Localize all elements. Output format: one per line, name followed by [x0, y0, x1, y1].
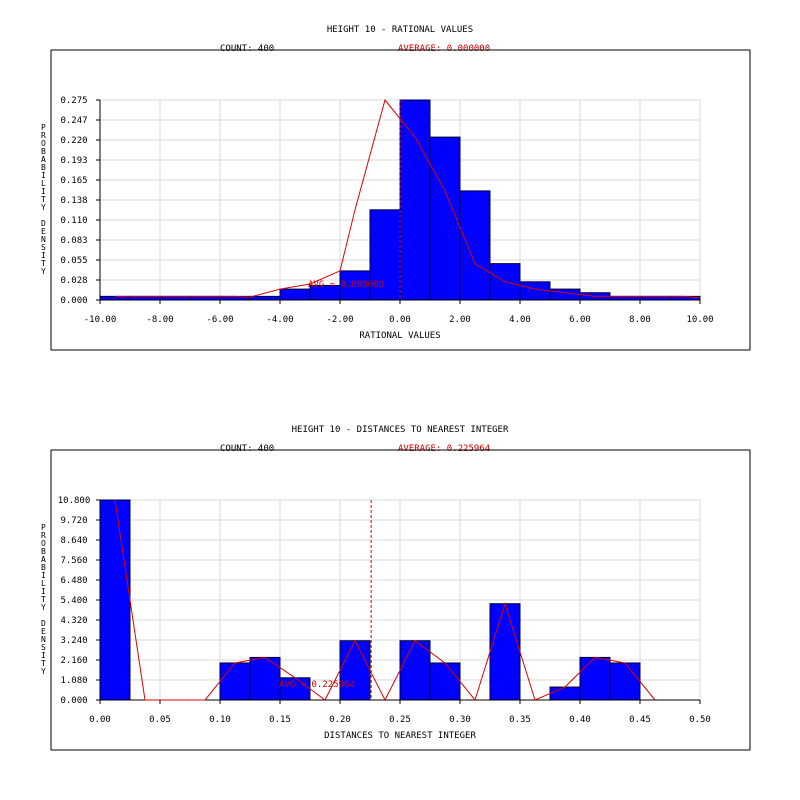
chart-title: HEIGHT 10 - RATIONAL VALUES — [327, 25, 473, 35]
y-tick-label: 7.560 — [60, 556, 87, 566]
histogram-bar — [639, 295, 671, 301]
density-curve-line — [114, 499, 656, 702]
chart-rational-values: HEIGHT 10 - RATIONAL VALUES COUNT: 400 A… — [41, 25, 751, 351]
y-tick-label: 0.193 — [60, 156, 87, 166]
histogram-bar — [249, 295, 281, 301]
y-tick-label: 10.800 — [58, 496, 91, 506]
x-axis-label: RATIONAL VALUES — [359, 331, 440, 341]
avg-annotation: AVG = 0.225964 — [279, 680, 355, 690]
average-label: AVERAGE: 0.225964 — [398, 444, 490, 454]
y-tick-label: 8.640 — [60, 536, 87, 546]
density-curve — [114, 499, 656, 702]
y-tick-label: 5.400 — [60, 596, 87, 606]
y-tick-label: 0.000 — [60, 296, 87, 306]
x-tick-label: 0.35 — [509, 715, 531, 725]
x-tick-label: 8.00 — [629, 315, 651, 325]
count-label: COUNT: 400 — [220, 44, 274, 54]
x-tick-label: 0.30 — [449, 715, 471, 725]
y-tick-label: 0.247 — [60, 116, 87, 126]
average-label: AVERAGE: 0.000000 — [398, 44, 490, 54]
x-tick-label: 6.00 — [569, 315, 591, 325]
y-tick-label: 6.480 — [60, 576, 87, 586]
histogram-bar — [609, 295, 641, 301]
x-tick-labels: 0.00 0.05 0.10 0.15 0.20 0.25 0.30 0.35 0.40 0.45… — [89, 700, 711, 725]
y-tick-label: 4.320 — [60, 616, 87, 626]
x-tick-label: 2.00 — [449, 315, 471, 325]
histogram-bar — [219, 662, 251, 701]
x-tick-label: -6.00 — [206, 315, 233, 325]
y-tick-labels: 0.000 1.080 2.160 3.240 4.320 5.400 6.480 7.560… — [58, 496, 100, 706]
histogram-bar — [399, 99, 431, 301]
x-tick-label: 0.05 — [149, 715, 171, 725]
x-tick-labels: -10.00 -8.00 -6.00 -4.00 -2.00 0.00 2.00 4.00 6.… — [84, 300, 714, 325]
histogram-bar — [549, 686, 581, 701]
chart-distances-nearest-integer: HEIGHT 10 - DISTANCES TO NEAREST INTEGER… — [41, 425, 751, 751]
y-tick-label: 0.110 — [60, 216, 87, 226]
x-tick-label: 0.45 — [629, 715, 651, 725]
x-tick-label: -10.00 — [84, 315, 117, 325]
histogram-bar — [399, 640, 431, 701]
y-tick-label: 0.055 — [60, 256, 87, 266]
count-label: COUNT: 400 — [220, 444, 274, 454]
chart-frame — [50, 449, 751, 751]
y-tick-label: 0.083 — [60, 236, 87, 246]
y-tick-label: 0.165 — [60, 176, 87, 186]
histogram-bar — [99, 499, 131, 701]
histogram-bar — [489, 603, 521, 701]
x-tick-label: 10.00 — [686, 315, 713, 325]
x-tick-label: 0.00 — [89, 715, 111, 725]
x-tick-label: 0.25 — [389, 715, 411, 725]
y-tick-label: 0.220 — [60, 136, 87, 146]
x-tick-label: -4.00 — [266, 315, 293, 325]
x-tick-label: 4.00 — [509, 315, 531, 325]
y-tick-label: 9.720 — [60, 516, 87, 526]
chart-title: HEIGHT 10 - DISTANCES TO NEAREST INTEGER — [292, 425, 509, 435]
y-tick-label: 0.275 — [60, 96, 87, 106]
histogram-bar — [129, 295, 161, 301]
histogram-bar — [519, 281, 551, 301]
histogram-bar — [339, 640, 371, 701]
y-tick-label: 0.000 — [60, 696, 87, 706]
density-curve — [115, 98, 701, 299]
x-axis-label: DISTANCES TO NEAREST INTEGER — [324, 731, 476, 741]
histogram-bar — [279, 288, 311, 301]
x-tick-label: 0.40 — [569, 715, 591, 725]
histogram-bar — [429, 662, 461, 701]
avg-annotation: AVG = 0.000000 — [308, 280, 384, 290]
x-tick-label: 0.15 — [269, 715, 291, 725]
x-tick-label: 0.20 — [329, 715, 351, 725]
x-tick-label: -2.00 — [326, 315, 353, 325]
histogram-bar — [549, 288, 581, 301]
histogram-bar — [99, 295, 131, 301]
x-tick-label: 0.00 — [389, 315, 411, 325]
histogram-bars — [99, 99, 701, 301]
histogram-bar — [579, 656, 611, 701]
histogram-bar — [459, 190, 491, 301]
histogram-bar — [429, 136, 461, 301]
histogram-bar — [249, 656, 281, 701]
x-tick-label: 0.10 — [209, 715, 231, 725]
histogram-bar — [339, 270, 371, 301]
histogram-bar — [609, 662, 641, 701]
histogram-bar — [189, 295, 221, 301]
chart-frame — [50, 49, 751, 351]
x-tick-label: -8.00 — [146, 315, 173, 325]
y-tick-label: 3.240 — [60, 636, 87, 646]
y-tick-label: 2.160 — [60, 656, 87, 666]
y-tick-label: 0.028 — [60, 276, 87, 286]
histogram-bar — [159, 295, 191, 301]
x-tick-label: 0.50 — [689, 715, 711, 725]
y-tick-label: 0.138 — [60, 196, 87, 206]
density-curve-line — [115, 98, 701, 299]
y-tick-label: 1.080 — [60, 676, 87, 686]
y-tick-labels: 0.000 0.028 0.055 0.083 0.110 0.138 0.165 0.193… — [60, 96, 100, 306]
